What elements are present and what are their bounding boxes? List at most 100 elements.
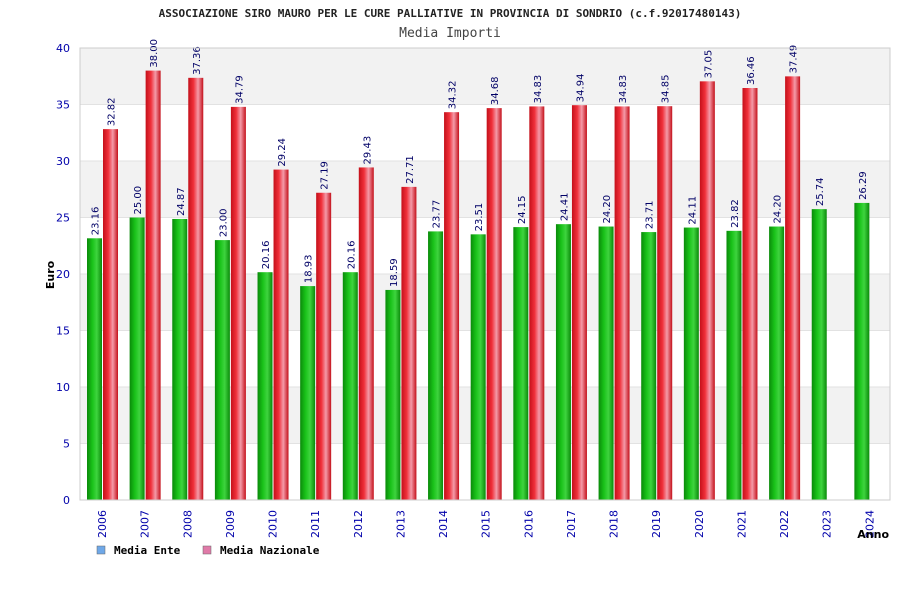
value-label-media-nazionale: 34.32	[448, 81, 459, 110]
bar-media-nazionale	[529, 106, 545, 501]
value-label-media-nazionale: 34.79	[234, 75, 245, 104]
bar-media-ente	[726, 230, 742, 501]
value-label-media-ente: 24.20	[602, 195, 613, 224]
chart-title: ASSOCIAZIONE SIRO MAURO PER LE CURE PALL…	[159, 7, 742, 20]
bar-media-nazionale	[273, 169, 289, 500]
value-label-media-nazionale: 37.36	[192, 46, 203, 75]
bar-media-ente	[641, 232, 657, 500]
bar-media-nazionale	[486, 108, 502, 500]
bar-media-nazionale	[742, 88, 758, 500]
bar-media-ente	[470, 234, 486, 500]
bar-media-ente	[683, 227, 699, 500]
x-tick-label: 2024	[863, 510, 876, 538]
value-label-media-ente: 26.29	[858, 171, 869, 200]
x-tick-label: 2015	[480, 510, 493, 538]
y-tick-label: 40	[56, 42, 70, 55]
x-tick-label: 2023	[821, 510, 834, 538]
bar-media-ente	[555, 224, 571, 501]
bar-media-ente	[428, 231, 444, 501]
y-tick-label: 20	[56, 268, 70, 281]
bar-media-nazionale	[785, 76, 801, 500]
value-label-media-nazionale: 37.05	[703, 50, 714, 79]
value-label-media-ente: 23.71	[645, 200, 656, 229]
value-label-media-nazionale: 38.00	[149, 39, 160, 68]
bar-media-ente	[214, 240, 230, 500]
bar-media-ente	[300, 286, 316, 500]
value-label-media-nazionale: 34.94	[575, 74, 586, 103]
bar-media-nazionale	[571, 105, 587, 500]
bar-media-nazionale	[699, 81, 715, 501]
bar-media-nazionale	[401, 186, 417, 500]
y-tick-label: 15	[56, 325, 70, 338]
value-label-media-ente: 25.74	[815, 177, 826, 206]
bar-media-nazionale	[316, 192, 332, 501]
x-tick-label: 2022	[778, 510, 791, 538]
bar-media-nazionale	[444, 112, 460, 501]
value-label-media-ente: 24.15	[517, 195, 528, 224]
legend-label: Media Nazionale	[220, 544, 320, 557]
plot-border	[79, 47, 891, 501]
bar-media-ente	[598, 226, 614, 501]
bar-media-nazionale	[145, 70, 161, 500]
y-tick-label: 35	[56, 99, 70, 112]
value-label-media-ente: 24.11	[687, 196, 698, 225]
bar-media-ente	[769, 226, 785, 501]
value-label-media-nazionale: 29.43	[362, 136, 373, 165]
x-tick-label: 2008	[181, 510, 194, 538]
x-tick-label: 2020	[693, 510, 706, 538]
y-tick-label: 10	[56, 381, 70, 394]
y-tick-label: 5	[63, 438, 70, 451]
value-label-media-nazionale: 34.85	[661, 75, 672, 104]
x-tick-label: 2012	[352, 510, 365, 538]
y-tick-label: 0	[63, 494, 70, 507]
bar-media-nazionale	[103, 129, 118, 500]
x-tick-label: 2014	[437, 510, 450, 538]
bar-media-ente	[87, 238, 102, 501]
legend: Media Ente Media Nazionale	[96, 544, 320, 557]
x-tick-label: 2007	[139, 510, 152, 538]
x-tick-label: 2009	[224, 510, 237, 538]
value-label-media-ente: 18.93	[304, 254, 315, 283]
value-label-media-ente: 20.16	[346, 241, 357, 270]
bars: 23.16 32.82 25.00 38.00 24.87 37.36 23.00 34.79…	[87, 39, 870, 501]
bar-media-nazionale	[230, 106, 246, 501]
bar-media-ente	[854, 202, 870, 500]
value-label-media-ente: 25.00	[133, 186, 144, 215]
x-tick-label: 2019	[650, 510, 663, 538]
x-tick-label: 2021	[735, 510, 748, 538]
value-label-media-ente: 23.82	[730, 199, 741, 228]
x-tick-label: 2017	[565, 510, 578, 538]
bar-media-ente	[342, 272, 358, 500]
x-tick-label: 2018	[608, 510, 621, 538]
x-tick-label: 2011	[309, 510, 322, 538]
value-label-media-nazionale: 36.46	[746, 56, 757, 85]
bar-media-ente	[811, 209, 827, 500]
value-label-media-ente: 23.51	[474, 203, 485, 232]
bar-media-ente	[385, 289, 401, 500]
legend-label: Media Ente	[114, 544, 181, 557]
chart-subtitle: Media Importi	[399, 26, 501, 41]
bar-media-ente	[257, 272, 273, 500]
value-label-media-ente: 24.20	[773, 195, 784, 224]
value-label-media-ente: 18.59	[389, 258, 400, 287]
bar-media-ente	[513, 227, 529, 501]
y-tick-label: 25	[56, 212, 70, 225]
value-label-media-ente: 24.87	[176, 187, 187, 216]
y-axis-title: Euro	[44, 260, 57, 289]
value-label-media-ente: 23.00	[218, 208, 229, 237]
legend-swatch	[96, 545, 106, 555]
bar-media-nazionale	[188, 77, 204, 500]
x-tick-label: 2016	[522, 510, 535, 538]
value-label-media-nazionale: 34.68	[490, 76, 501, 105]
x-tick-label: 2013	[394, 510, 407, 538]
bar-media-nazionale	[614, 106, 630, 501]
value-label-media-nazionale: 34.83	[533, 75, 544, 104]
value-label-media-nazionale: 29.24	[277, 138, 288, 167]
axes: 0 5 10 15 20 25 30 35 40 2006 2007 2008 2009 2010 2011…	[56, 42, 891, 538]
bar-media-nazionale	[358, 167, 374, 501]
value-label-media-ente: 23.77	[432, 200, 443, 229]
value-label-media-nazionale: 37.49	[789, 45, 800, 74]
value-label-media-ente: 23.16	[91, 207, 102, 236]
value-label-media-ente: 20.16	[261, 241, 272, 270]
value-label-media-ente: 24.41	[559, 193, 570, 222]
